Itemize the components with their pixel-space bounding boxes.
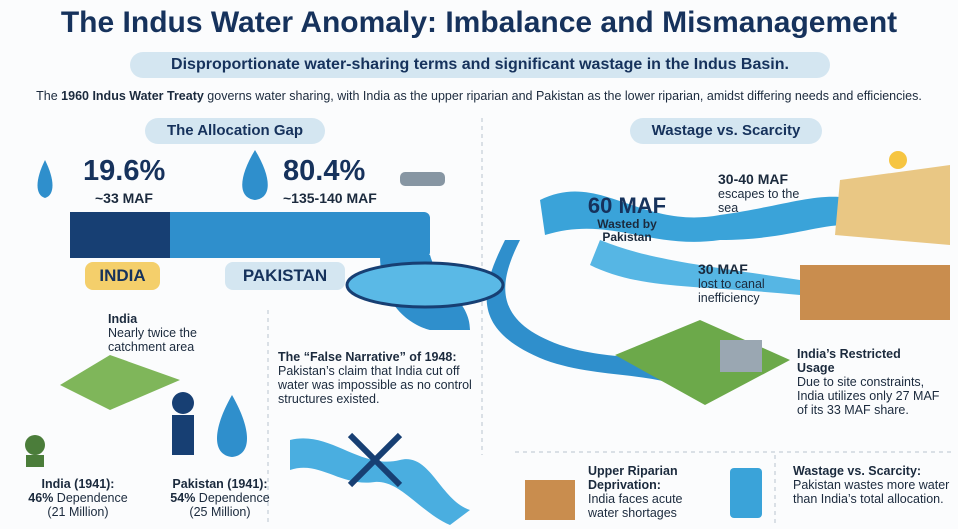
landscape: [60, 355, 180, 410]
restricted-title: India’s Restricted Usage: [797, 347, 901, 375]
dependence-text: Dependence: [53, 491, 128, 505]
cross: [347, 432, 403, 488]
scarcity-text: Pakistan wastes more water than India’s …: [793, 478, 950, 506]
sun: [889, 151, 907, 169]
dependence-percent: 54%: [170, 491, 196, 505]
deprivation-title: Upper Riparian Deprivation:: [588, 464, 678, 492]
person-india: [26, 455, 44, 467]
cracked-land: [800, 265, 950, 320]
false-narrative-text: Pakistan’s claim that India cut off wate…: [278, 364, 472, 406]
dependence-population: (25 Million): [189, 505, 251, 519]
canal-text: lost to canal inefficiency: [698, 277, 765, 305]
drop-icon: [37, 160, 53, 198]
restricted: India’s Restricted Usage Due to site cons…: [797, 347, 952, 417]
india-share: 19.6%: [83, 155, 166, 187]
dependence-label: India (1941):: [41, 477, 115, 491]
dry-land: [525, 480, 575, 520]
dependence: Pakistan (1941): 54% Dependence (25 Millio…: [160, 477, 280, 519]
deprivation: Upper Riparian Deprivation: India faces a…: [588, 464, 713, 520]
section-heading: Wastage vs. Scarcity: [630, 118, 822, 144]
river: [540, 191, 860, 242]
false-narrative-title: The “False Narrative” of 1948:: [278, 350, 457, 364]
sea: 30-40 MAF escapes to the sea: [718, 172, 818, 215]
intro-text: governs water sharing, with India as the…: [203, 89, 922, 103]
dependence-label: Pakistan (1941):: [172, 477, 268, 491]
catchment: India Nearly twice the catchment area: [108, 312, 218, 354]
person-pakistan: [172, 392, 194, 414]
pipe-icon: [730, 468, 762, 518]
catchment-title: India: [108, 312, 138, 326]
dependence-text: Dependence: [195, 491, 270, 505]
stream: [290, 438, 470, 525]
person-pakistan: [172, 415, 194, 455]
wasted-amount: 60 MAF: [587, 193, 667, 218]
dependence: India (1941): 46% Dependence (21 Million): [18, 477, 138, 519]
catchment-text: Nearly twice the catchment area: [108, 326, 197, 354]
river: [590, 240, 800, 295]
bowl: [345, 261, 505, 309]
farmland: [615, 320, 790, 405]
person-india: [25, 435, 45, 455]
pakistan-label: PAKISTAN: [225, 262, 345, 290]
pipe-india: [70, 212, 170, 258]
section-heading: The Allocation Gap: [145, 118, 325, 144]
scarcity-title: Wastage vs. Scarcity:: [793, 464, 922, 478]
subtitle: Disproportionate water-sharing terms and…: [130, 52, 830, 78]
dam: [720, 340, 762, 372]
india-label: INDIA: [85, 262, 160, 290]
scarcity: Wastage vs. Scarcity: Pakistan wastes mor…: [793, 464, 953, 506]
false-narrative: The “False Narrative” of 1948: Pakistan’s…: [278, 350, 473, 406]
canal: 30 MAF lost to canal inefficiency: [698, 262, 793, 305]
sea-amount: 30-40 MAF: [718, 171, 789, 187]
title: The Indus Water Anomaly: Imbalance and M…: [60, 6, 898, 39]
drop-icon: [217, 395, 247, 457]
dependence-percent: 46%: [28, 491, 54, 505]
deprivation-text: India faces acute water shortages: [588, 492, 683, 520]
intro-bold: 1960 Indus Water Treaty: [61, 89, 204, 103]
restricted-text: Due to site constraints, India utilizes …: [797, 375, 940, 417]
tap: [400, 172, 445, 186]
intro-text: The: [36, 89, 62, 103]
wasted-text: Wasted by Pakistan: [597, 217, 657, 244]
canal-amount: 30 MAF: [698, 261, 748, 277]
drop-icon: [242, 150, 268, 200]
sea-text: escapes to the sea: [718, 187, 800, 215]
pakistan-volume: ~135-140 MAF: [283, 190, 377, 206]
intro: The 1960 Indus Water Treaty governs wate…: [0, 89, 958, 103]
india-volume: ~33 MAF: [95, 190, 153, 206]
desert: [835, 165, 950, 245]
dependence-population: (21 Million): [47, 505, 109, 519]
pakistan-share: 80.4%: [283, 155, 366, 187]
river: [486, 240, 720, 395]
